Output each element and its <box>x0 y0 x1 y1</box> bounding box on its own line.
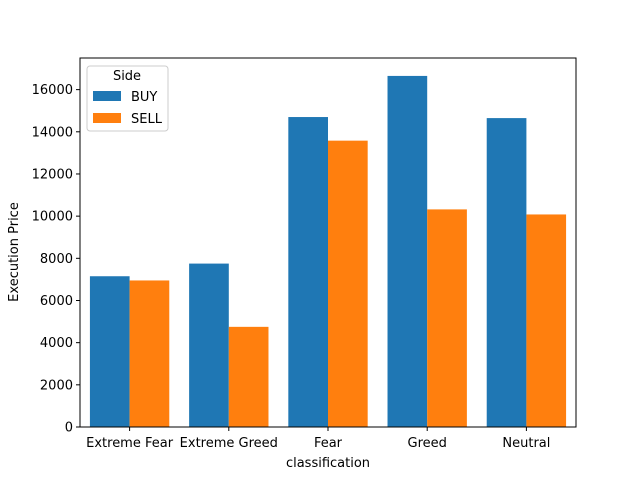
x-tick-label: Extreme Greed <box>180 436 278 451</box>
bar-sell-extreme-greed <box>228 326 269 427</box>
y-tick-label: 12000 <box>32 167 73 182</box>
y-tick-label: 4000 <box>40 336 73 351</box>
bar-buy-fear <box>288 117 328 427</box>
y-tick-label: 6000 <box>40 294 73 309</box>
x-axis-label: classification <box>286 456 370 471</box>
bar-buy-extreme-fear <box>89 276 130 427</box>
bar-sell-fear <box>328 140 368 427</box>
bar-buy-extreme-greed <box>189 263 229 427</box>
bar-sell-greed <box>427 209 467 427</box>
legend-label-buy: BUY <box>131 90 157 105</box>
y-tick-label: 10000 <box>32 210 73 225</box>
y-tick-label: 14000 <box>32 125 73 140</box>
y-tick-label: 8000 <box>40 252 73 267</box>
bar-buy-neutral <box>486 118 527 427</box>
y-tick-label: 16000 <box>32 83 73 98</box>
legend-swatch-sell <box>93 113 121 123</box>
y-tick-label: 0 <box>65 421 73 436</box>
legend-title: Side <box>113 69 141 84</box>
bar-sell-neutral <box>526 214 567 427</box>
legend-swatch-buy <box>93 91 121 101</box>
x-tick-label: Neutral <box>502 436 550 451</box>
y-axis-label: Execution Price <box>7 202 22 302</box>
axes: 0 2000 4000 6000 8000 10000 12000 14000 16000 Ext… <box>32 57 577 451</box>
x-tick-label: Extreme Fear <box>86 436 174 451</box>
bar-buy-greed <box>387 75 428 428</box>
legend-label-sell: SELL <box>131 112 163 127</box>
bars <box>89 75 567 428</box>
x-tick-label: Fear <box>314 436 343 451</box>
x-tick-label: Greed <box>408 436 447 451</box>
bar-sell-extreme-fear <box>129 280 170 427</box>
legend: Side BUY SELL <box>86 65 169 132</box>
y-tick-label: 2000 <box>40 378 73 393</box>
